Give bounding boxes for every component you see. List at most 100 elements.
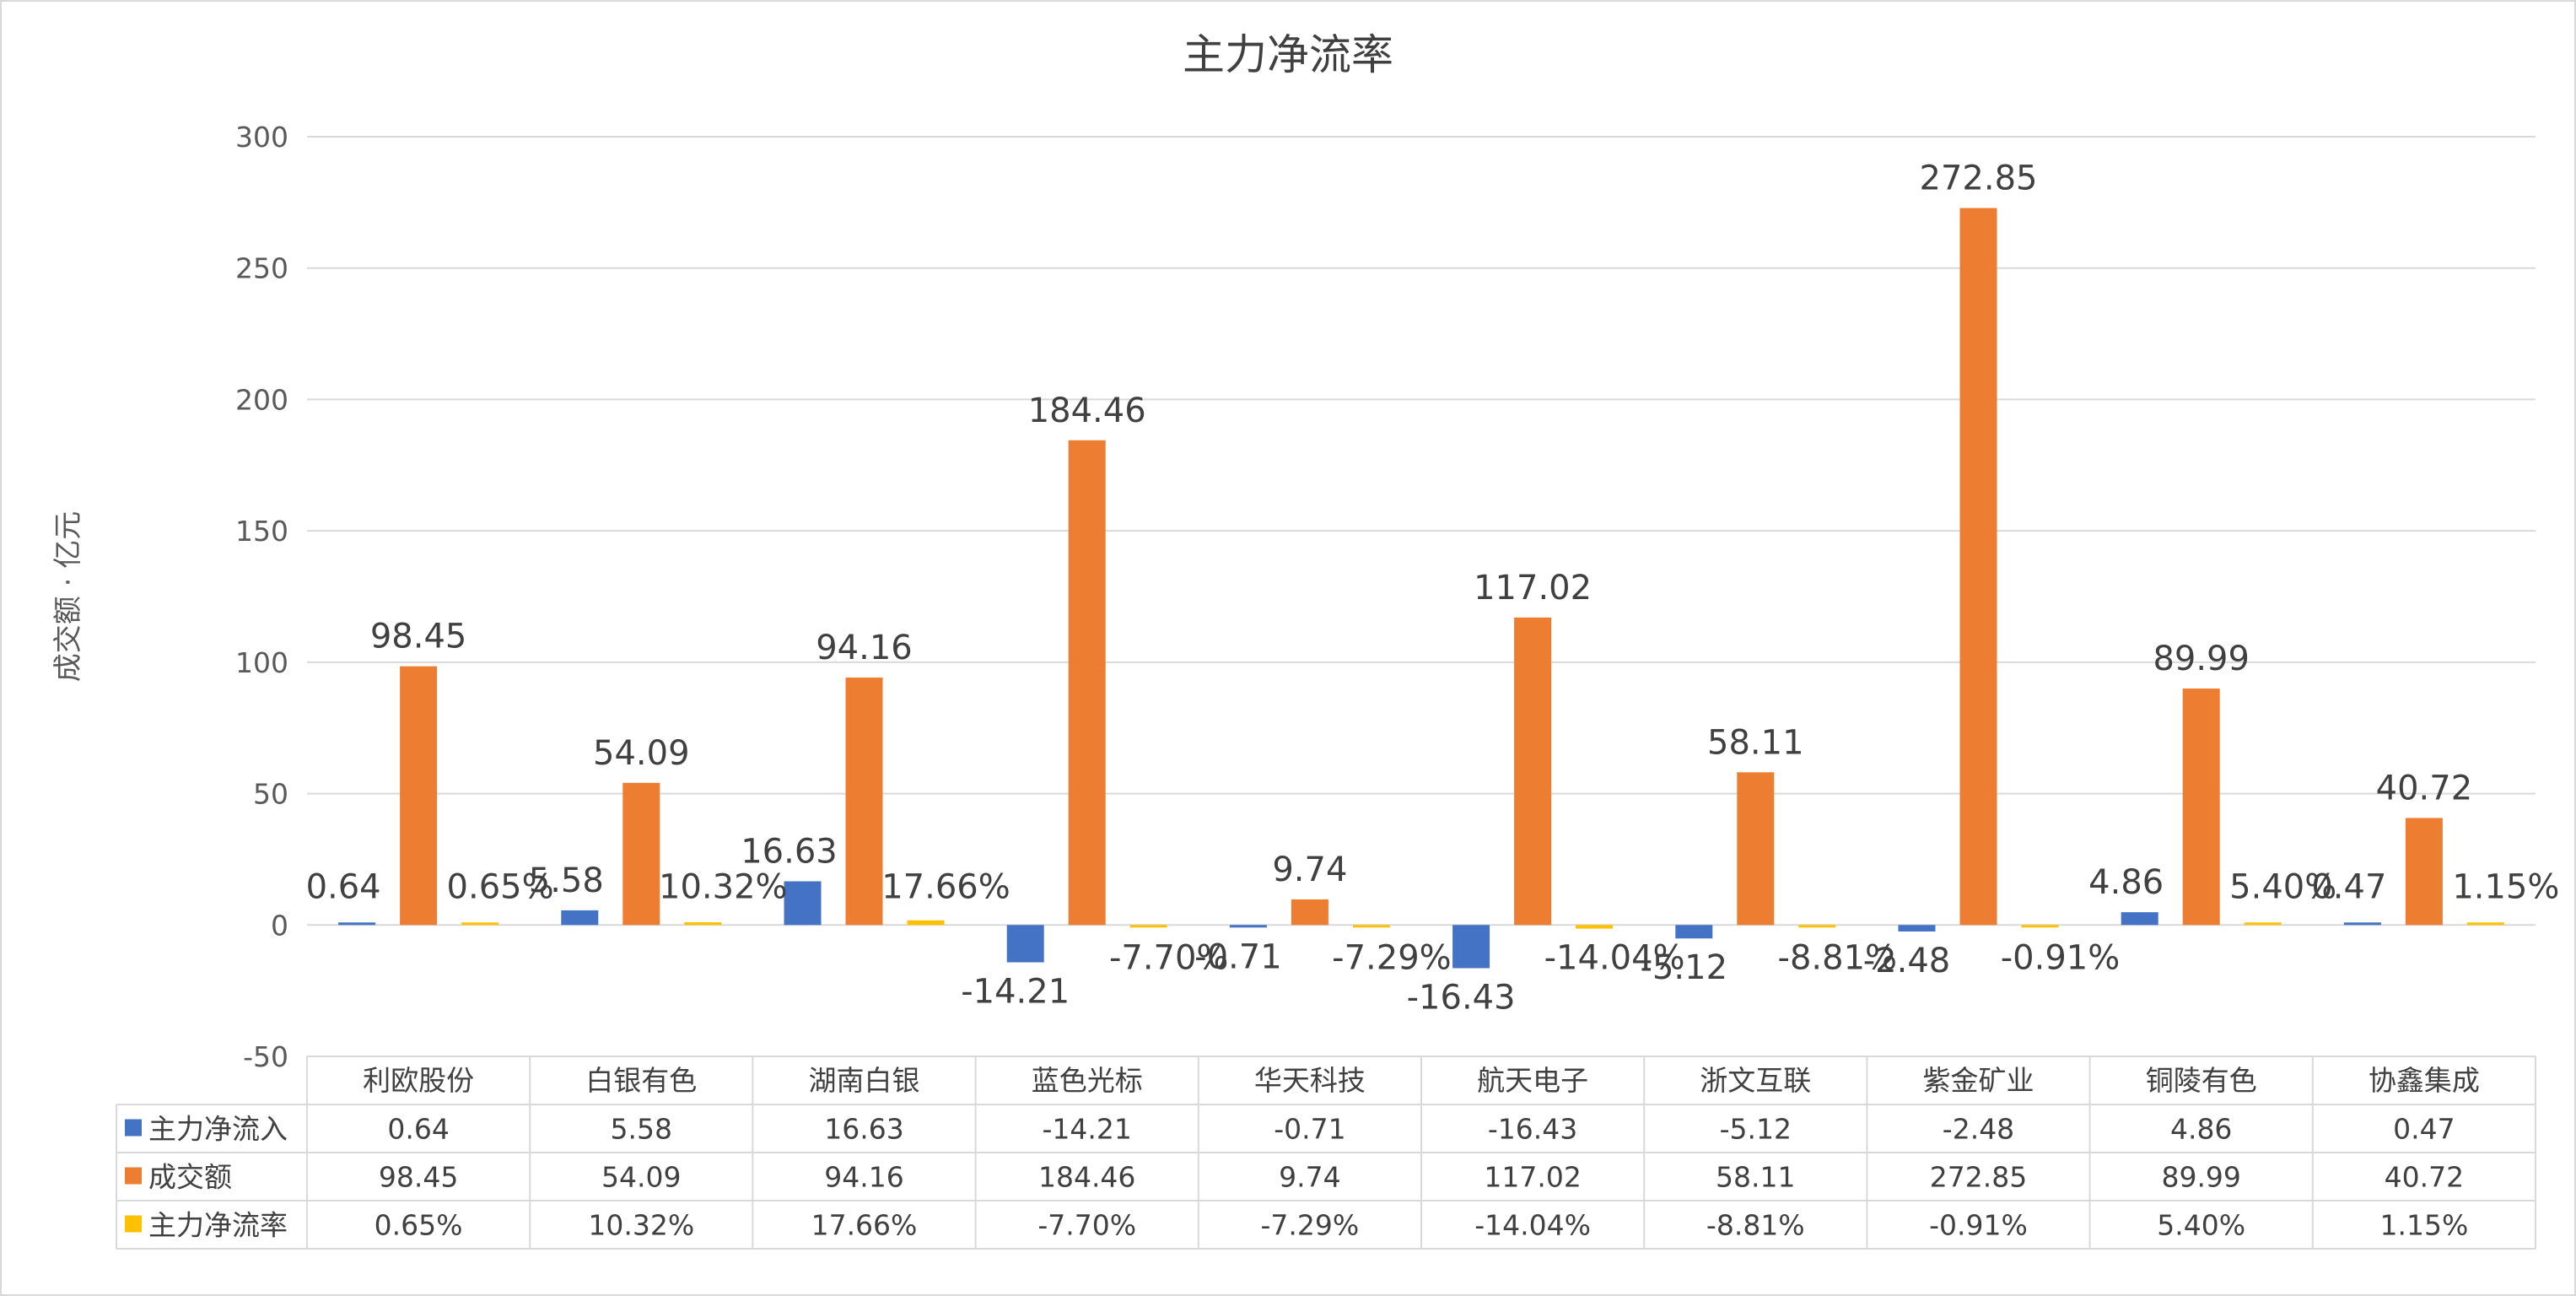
data-label: 89.99 [2153,640,2250,678]
category-label: 白银有色 [585,1064,697,1097]
y-tick-label: 250 [235,252,288,285]
data-label: -7.70% [1109,938,1229,977]
bar [784,881,822,926]
bar [1798,925,1836,928]
legend-key [125,1167,142,1185]
table-cell: 0.65% [375,1209,463,1242]
bar [1514,617,1552,926]
gridlines [307,136,2536,926]
category-label: 湖南白银 [809,1064,920,1097]
data-label: -16.43 [1407,978,1516,1017]
legend-key [125,1215,142,1233]
category-label: 浙文互联 [1700,1064,1811,1097]
y-tick-label: 200 [235,383,288,416]
data-label: 98.45 [370,618,467,656]
y-axis-ticks: -50 0 50 100 150 200 250 300 [235,121,288,1073]
y-axis-label: 成交额 · 亿元 [51,511,85,682]
category-label: 铜陵有色 [2146,1064,2257,1097]
data-label: -0.71 [1194,937,1282,976]
table-cell: 9.74 [1279,1161,1340,1194]
data-label: -8.81% [1778,938,1898,977]
bar [400,666,438,926]
bar [622,782,660,926]
table-cell: 16.63 [824,1113,903,1146]
data-label: -2.48 [1863,942,1951,980]
data-label: -14.21 [961,973,1070,1012]
table-cell: 4.86 [2170,1113,2232,1146]
data-label: -14.04% [1544,938,1685,977]
bar [684,922,722,926]
category-label: 紫金矿业 [1923,1064,2034,1097]
bar [1959,208,1997,926]
bar [2182,688,2220,926]
table-cell: 0.47 [2393,1113,2455,1146]
y-tick-label: 0 [271,909,288,942]
data-label: 16.63 [741,832,838,871]
table-cell: 1.15% [2379,1209,2468,1242]
table-cell: 5.40% [2157,1209,2245,1242]
bar [2466,922,2504,926]
data-label: 10.32% [659,867,788,906]
category-label: 协鑫集成 [2369,1064,2480,1097]
data-label: 58.11 [1707,723,1804,762]
bar [1898,925,1936,932]
bar [1576,925,1614,929]
data-label: 5.58 [529,861,604,900]
data-labels: 0.64 98.45 0.65%5.58 54.09 10.32%16.63 94.16 1… [306,159,2560,1018]
bar [907,920,945,926]
table-cell: 17.66% [811,1209,918,1242]
table-cell: 40.72 [2385,1161,2464,1194]
table-cell: -0.91% [1929,1209,2028,1242]
bar [2244,922,2282,926]
y-tick-label: 100 [235,646,288,679]
category-label: 利欧股份 [363,1064,474,1097]
data-label: 40.72 [2376,769,2473,807]
table-cell: -8.81% [1706,1209,1805,1242]
bar [1229,925,1267,928]
bar [1006,925,1044,963]
y-tick-label: 50 [253,778,288,811]
table-cell: 117.02 [1484,1161,1581,1194]
legend-label: 主力净流率 [148,1209,288,1242]
data-label: -0.91% [2001,938,2121,977]
data-label: 0.65% [447,867,554,906]
table-cell: 184.46 [1038,1161,1135,1194]
table-cell: 94.16 [824,1161,903,1194]
table-cell: 10.32% [588,1209,694,1242]
table-cell: 272.85 [1930,1161,2027,1194]
table-cell: -7.29% [1261,1209,1360,1242]
data-label: -7.29% [1332,938,1452,977]
bar [2343,922,2381,926]
data-label: 54.09 [593,734,690,773]
data-table: 利欧股份 白银有色 湖南白银 蓝色光标 华天科技 航天电子 浙文互联 紫金矿业 铜陵有色 协鑫集成… [116,1056,2536,1250]
y-tick-label: 150 [235,515,288,548]
bar [1129,925,1167,928]
legend-key [125,1119,142,1137]
bar [1352,925,1390,928]
bars [338,208,2504,969]
bar [2021,925,2059,928]
category-label: 华天科技 [1254,1064,1366,1097]
bar [2405,818,2443,926]
legend-label: 主力净流入 [148,1113,288,1146]
table-cell: -16.43 [1488,1113,1577,1146]
bar [1068,440,1106,926]
data-label: 0.47 [2311,867,2386,906]
table-cell: -5.12 [1720,1113,1792,1146]
category-label: 蓝色光标 [1032,1064,1143,1097]
bar [1452,925,1490,969]
data-label: 94.16 [816,629,913,667]
table-cell: -14.21 [1043,1113,1132,1146]
bar [1291,899,1328,926]
data-label: 17.66% [881,867,1010,906]
bar [461,922,499,926]
bar [561,910,599,926]
table-cell: 0.64 [387,1113,449,1146]
table-cell: 89.99 [2161,1161,2240,1194]
bar [845,678,883,926]
bar [338,922,376,926]
bar [2121,912,2158,926]
table-cell: -0.71 [1274,1113,1345,1146]
